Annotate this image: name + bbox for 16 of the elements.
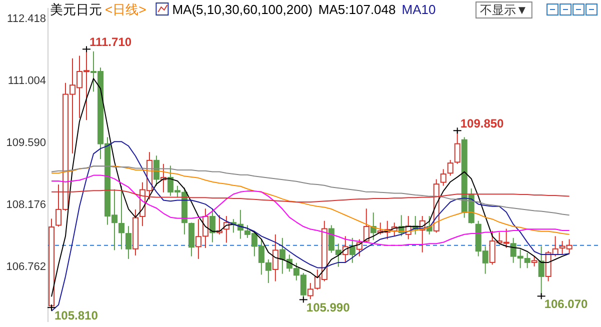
annotation: 105.810: [54, 308, 98, 323]
annotation: 105.990: [306, 300, 350, 315]
chart-subtitle: <日线>: [105, 2, 146, 17]
text: MA10: [402, 2, 436, 17]
y-tick-label: 106.762: [6, 260, 46, 273]
chart-title: 美元日元: [50, 2, 102, 17]
annotation: 111.710: [89, 35, 132, 50]
annotation: 109.850: [460, 116, 504, 131]
legend-title: MA(5,10,30,60,100,200): [172, 2, 312, 17]
y-tick-label: 112.418: [7, 13, 46, 26]
text: MA5:107.048: [318, 2, 396, 17]
annotation: 106.070: [544, 297, 588, 312]
y-tick-label: 108.176: [6, 198, 46, 211]
y-tick-label: 109.590: [6, 137, 46, 150]
annotation: 不显示▼: [480, 3, 528, 17]
y-tick-label: 111.004: [8, 75, 46, 88]
